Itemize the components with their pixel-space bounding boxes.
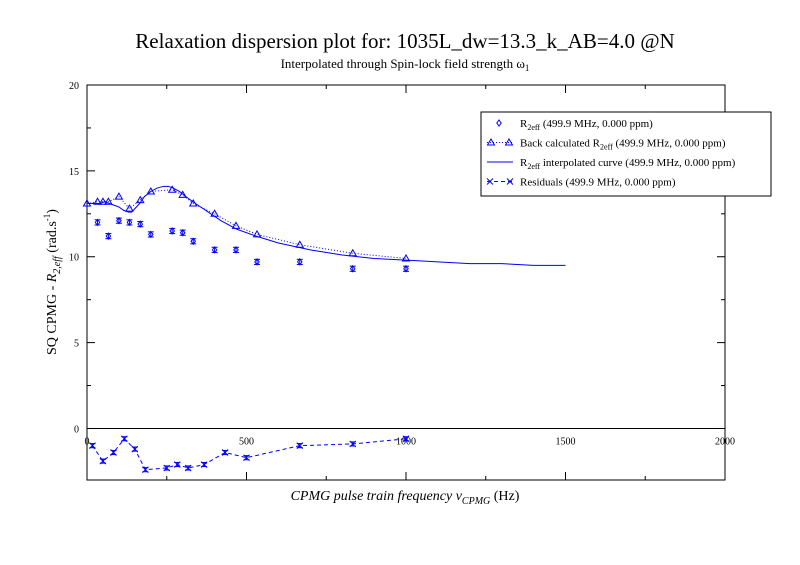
y-tick-label: 0 <box>74 424 79 435</box>
axis-ticks: 0 500 1000 1500 2000 0 5 10 15 20 <box>69 81 735 480</box>
series-back-calculated <box>82 185 411 262</box>
back-calculated-point <box>210 209 219 217</box>
r2eff-point <box>179 228 186 237</box>
residual-point <box>110 449 117 456</box>
x-tick-label: 1500 <box>556 436 576 447</box>
r2eff-point <box>105 232 112 240</box>
legend-symbol-triangle <box>486 138 496 146</box>
back-calculated-line <box>86 189 407 259</box>
legend-label: R2eff interpolated curve (499.9 MHz, 0.0… <box>520 157 736 171</box>
back-calculated-point <box>401 253 411 262</box>
residual-point <box>349 440 357 448</box>
chart-subtitle: Interpolated through Spin-lock field str… <box>281 56 530 73</box>
residual-point <box>89 442 96 450</box>
legend-label: Residuals (499.9 MHz, 0.000 ppm) <box>520 177 676 189</box>
r2eff-point <box>403 264 409 273</box>
r2eff-point <box>211 246 218 254</box>
y-tick-label: 15 <box>69 167 79 178</box>
r2eff-point <box>296 258 303 266</box>
back-calculated-point <box>125 204 134 212</box>
r2eff-point <box>116 216 122 225</box>
series-r2eff <box>94 216 409 273</box>
legend-entry: Residuals (499.9 MHz, 0.000 ppm) <box>486 177 676 189</box>
r2eff-point <box>190 237 197 246</box>
r2eff-point <box>254 258 260 266</box>
residual-point <box>131 445 139 453</box>
residual-point <box>99 457 107 465</box>
back-calculated-point <box>167 185 177 193</box>
r2eff-point <box>94 218 101 227</box>
legend-symbol-star <box>506 178 514 185</box>
legend-symbol-diamond <box>496 119 502 127</box>
residual-point <box>296 442 304 450</box>
legend-entry: R2eff (499.9 MHz, 0.000 ppm) <box>496 118 653 132</box>
back-calculated-point <box>114 192 124 200</box>
residual-point <box>120 435 128 443</box>
residual-point <box>221 449 229 456</box>
chart-title: Relaxation dispersion plot for: 1035L_dw… <box>135 29 674 53</box>
r2eff-point <box>126 218 133 227</box>
x-tick-label: 0 <box>85 436 90 447</box>
back-calculated-point <box>93 197 102 205</box>
series-residuals <box>89 435 410 474</box>
residual-point <box>173 461 181 468</box>
legend: R2eff (499.9 MHz, 0.000 ppm) Back calcula… <box>480 111 772 197</box>
y-tick-label: 5 <box>74 339 79 350</box>
legend-label: Back calculated R2eff (499.9 MHz, 0.000 … <box>520 138 726 152</box>
legend-box <box>480 111 772 197</box>
back-calculated-point <box>178 190 188 198</box>
legend-entry: R2eff interpolated curve (499.9 MHz, 0.0… <box>487 157 736 171</box>
data-series <box>82 185 566 474</box>
y-tick-label: 20 <box>69 81 79 92</box>
r2eff-point <box>147 230 154 239</box>
legend-symbol-triangle <box>504 138 514 146</box>
residual-point <box>243 454 250 462</box>
back-calculated-point <box>98 197 108 205</box>
residual-point <box>163 464 171 472</box>
x-tick-label: 500 <box>239 436 254 447</box>
residual-point <box>402 435 410 443</box>
series-interpolated-curve <box>87 185 566 266</box>
legend-symbol-star <box>486 178 494 185</box>
x-axis-label: CPMG pulse train frequency νCPMG (Hz) <box>291 489 520 507</box>
back-calculated-point <box>104 197 113 205</box>
legend-label: R2eff (499.9 MHz, 0.000 ppm) <box>520 118 653 132</box>
interpolated-curve-line <box>87 185 566 266</box>
legend-entry: Back calculated R2eff (499.9 MHz, 0.000 … <box>486 138 726 152</box>
x-tick-label: 2000 <box>715 436 735 447</box>
r2eff-point <box>169 227 175 235</box>
residual-point <box>200 461 208 468</box>
r2eff-point <box>349 264 356 273</box>
r2eff-point <box>233 246 239 254</box>
r2eff-point <box>137 220 144 228</box>
x-tick-label: 1000 <box>396 436 416 447</box>
residual-point <box>142 466 149 474</box>
back-calculated-point <box>295 240 305 248</box>
y-tick-label: 10 <box>69 253 79 264</box>
residual-point <box>184 464 192 472</box>
y-axis-label: SQ CPMG - R2,eff (rad.s-1) <box>42 209 63 355</box>
